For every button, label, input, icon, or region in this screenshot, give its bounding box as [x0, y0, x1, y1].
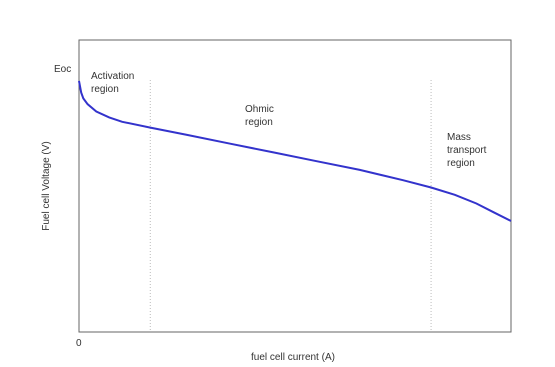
annotation-mass-transport-region: Mass transport region: [447, 132, 489, 169]
annotation-ohmic-region: Ohmic region: [245, 104, 277, 128]
plot-frame: [78, 39, 512, 333]
y-tick-label-eoc: Eoc: [54, 64, 71, 75]
x-tick-label-zero: 0: [76, 338, 82, 349]
polarization-curve: [78, 80, 512, 222]
x-axis-label: fuel cell current (A): [251, 352, 335, 363]
y-axis-label: Fuel cell Voltage (V): [41, 141, 52, 231]
annotation-activation-region: Activation region: [91, 71, 137, 95]
